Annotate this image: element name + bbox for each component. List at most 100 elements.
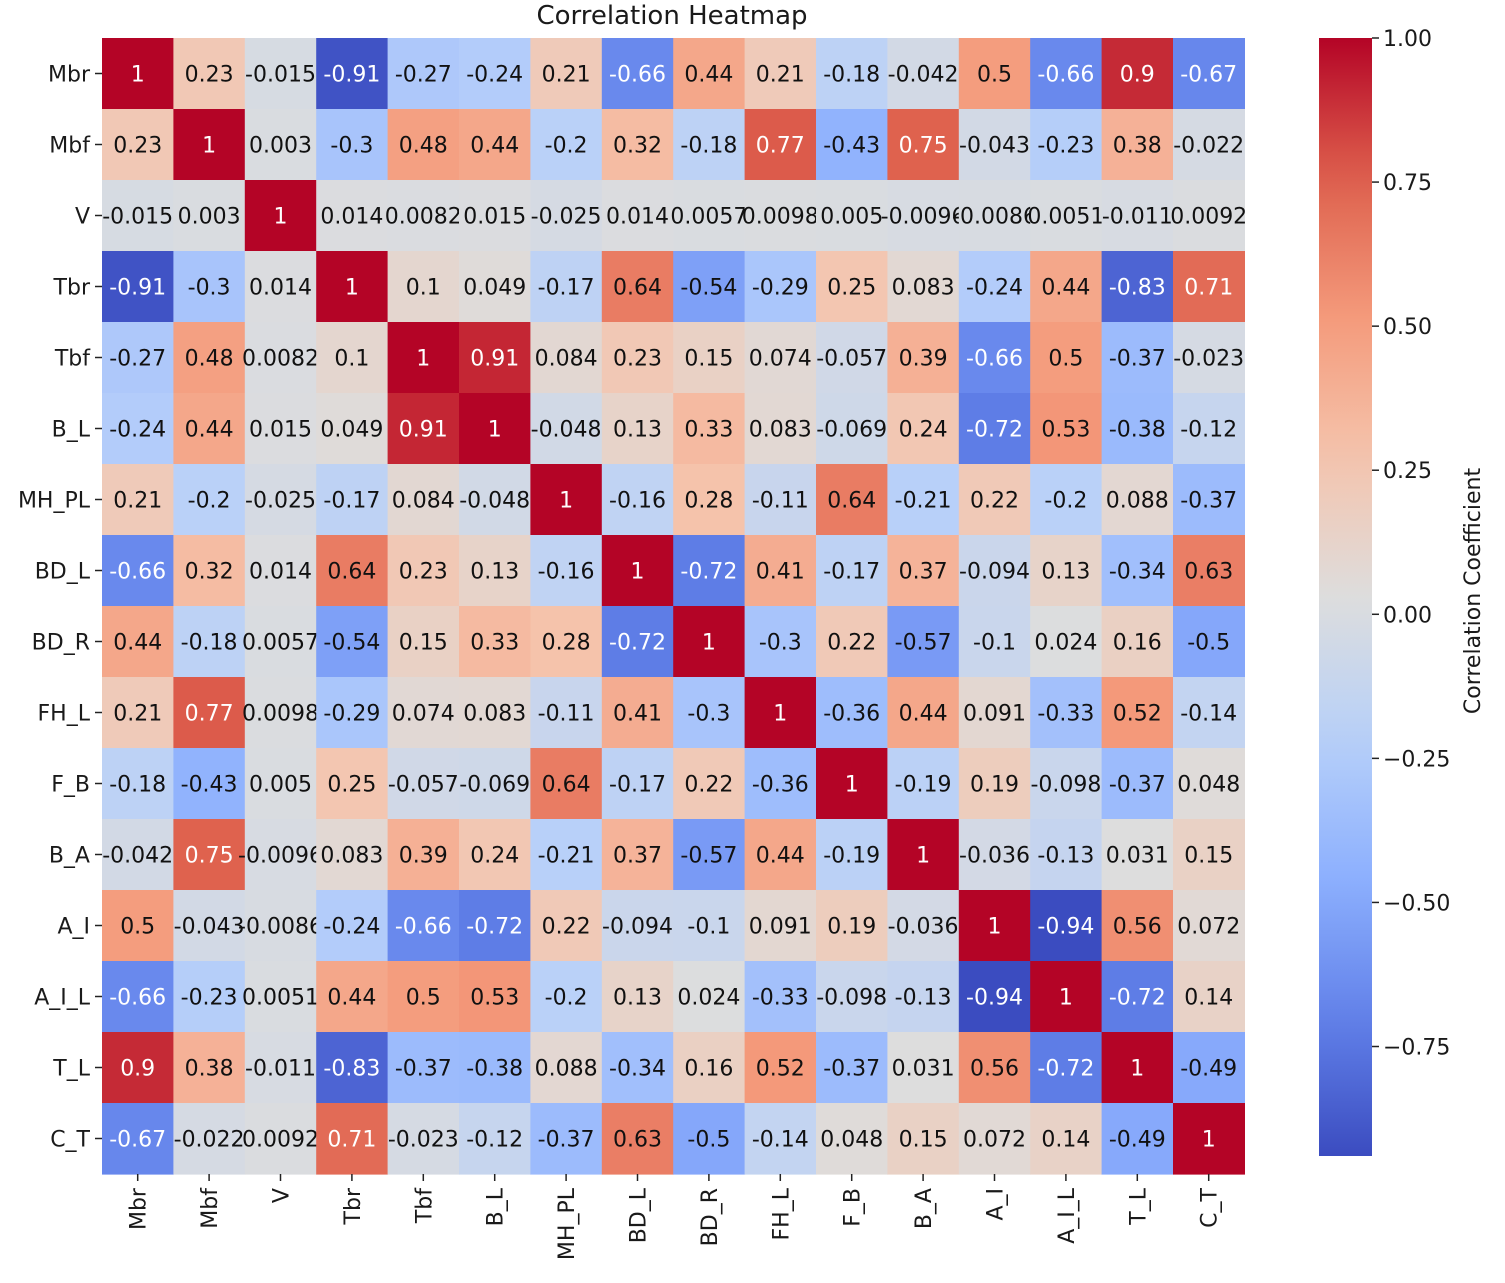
cell-value-label: 0.21 xyxy=(542,63,591,88)
heatmap-cell xyxy=(459,748,531,820)
cell-value-label: -0.37 xyxy=(395,1057,452,1082)
cell-value-label: -0.17 xyxy=(609,773,666,798)
cell-value-label: 0.091 xyxy=(749,915,812,940)
x-tick-label: V xyxy=(270,1188,295,1203)
heatmap-cell xyxy=(887,1032,960,1104)
heatmap-cell xyxy=(244,890,317,962)
cell-value-label: -0.66 xyxy=(966,347,1023,372)
cell-value-label: -0.098 xyxy=(816,986,887,1011)
cell-value-label: -0.2 xyxy=(188,489,231,514)
heatmap-cell xyxy=(673,535,746,607)
heatmap-cell xyxy=(316,109,389,181)
cell-value-label: 0.63 xyxy=(1184,560,1233,585)
heatmap-cell xyxy=(1173,1032,1245,1104)
cell-value-label: -0.72 xyxy=(1037,1057,1094,1082)
cell-value-label: 0.005 xyxy=(249,773,312,798)
cell-value-label: 0.44 xyxy=(756,844,805,869)
colorbar-tick-label: −0.75 xyxy=(1383,1036,1450,1061)
heatmap-cell xyxy=(387,180,460,252)
cell-value-label: 0.39 xyxy=(399,844,448,869)
heatmap-cell xyxy=(601,961,674,1033)
heatmap-cell xyxy=(459,251,531,323)
cell-value-label: 1 xyxy=(131,63,145,88)
heatmap-cell xyxy=(173,890,246,962)
heatmap-cell xyxy=(1030,464,1103,536)
cell-value-label: 0.64 xyxy=(542,773,591,798)
cell-value-label: -0.91 xyxy=(323,63,380,88)
heatmap-cell xyxy=(601,677,674,749)
heatmap-cell xyxy=(530,890,603,962)
cell-value-label: -0.0086 xyxy=(952,205,1037,230)
heatmap-cell xyxy=(1101,1032,1174,1104)
cell-value-label: 1 xyxy=(702,631,716,656)
heatmap-cell xyxy=(887,677,960,749)
heatmap-cell xyxy=(102,322,174,394)
cell-value-label: -0.11 xyxy=(752,489,809,514)
heatmap-cell xyxy=(316,748,389,820)
heatmap-cell xyxy=(816,819,888,891)
heatmap-cell xyxy=(816,322,888,394)
heatmap-cell xyxy=(1030,1032,1103,1104)
cell-value-label: 1 xyxy=(916,844,930,869)
heatmap-cell xyxy=(887,38,960,110)
heatmap-cell xyxy=(387,961,460,1033)
cell-value-label: 0.75 xyxy=(899,134,948,159)
cell-value-label: -0.72 xyxy=(966,418,1023,443)
heatmap-cell xyxy=(601,38,674,110)
heatmap-cell xyxy=(816,38,888,110)
cell-value-label: 0.23 xyxy=(613,347,662,372)
heatmap-cell xyxy=(316,1103,389,1175)
cell-value-label: -0.29 xyxy=(752,276,809,301)
cell-value-label: 0.031 xyxy=(892,1057,955,1082)
cell-value-label: 0.39 xyxy=(899,347,948,372)
cell-value-label: -0.23 xyxy=(181,986,238,1011)
heatmap-cell xyxy=(387,890,460,962)
y-tick-label: V xyxy=(75,205,90,230)
heatmap-cell xyxy=(1173,606,1245,678)
heatmap-cell xyxy=(244,606,317,678)
heatmap-cell xyxy=(1173,535,1245,607)
heatmap-cell xyxy=(244,961,317,1033)
cell-value-label: -0.24 xyxy=(323,915,380,940)
heatmap-cell xyxy=(244,464,317,536)
heatmap-cell xyxy=(816,180,888,252)
heatmap-cell xyxy=(316,38,389,110)
x-tick-label: A_I xyxy=(984,1188,1009,1221)
cell-value-label: 1 xyxy=(1059,986,1073,1011)
heatmap-cell xyxy=(316,251,389,323)
heatmap-cell xyxy=(387,1103,460,1175)
heatmap-cell xyxy=(244,38,317,110)
heatmap-cell xyxy=(102,38,174,110)
heatmap-cell xyxy=(387,1032,460,1104)
cell-value-label: 0.28 xyxy=(684,489,733,514)
heatmap-cell xyxy=(244,1032,317,1104)
heatmap-cell xyxy=(601,535,674,607)
heatmap-cell xyxy=(316,606,389,678)
x-tick-label: BD_L xyxy=(627,1187,652,1243)
x-tick-label: MH_PL xyxy=(555,1187,580,1260)
cell-value-label: 0.048 xyxy=(820,1128,883,1153)
heatmap-cell xyxy=(744,535,817,607)
heatmap-cell xyxy=(958,322,1031,394)
heatmap-cell xyxy=(244,677,317,749)
heatmap-cell xyxy=(958,961,1031,1033)
heatmap-cell xyxy=(459,393,531,465)
cell-value-label: 0.64 xyxy=(827,489,876,514)
cell-value-label: 0.074 xyxy=(392,702,455,727)
cell-value-label: -0.34 xyxy=(609,1057,666,1082)
cell-value-label: -0.0096 xyxy=(881,205,966,230)
cell-value-label: 0.048 xyxy=(1177,773,1240,798)
cell-value-label: 0.32 xyxy=(185,560,234,585)
cell-value-label: -0.38 xyxy=(466,1057,523,1082)
heatmap-cell xyxy=(530,393,603,465)
heatmap-cell xyxy=(459,819,531,891)
heatmap-cell xyxy=(958,1032,1031,1104)
heatmap-cell xyxy=(173,464,246,536)
heatmap-cell xyxy=(958,464,1031,536)
cell-value-label: 0.23 xyxy=(113,134,162,159)
heatmap-cell xyxy=(673,748,746,820)
heatmap-cell xyxy=(1173,251,1245,323)
cell-value-label: 0.5 xyxy=(977,63,1012,88)
cell-value-label: 0.0098 xyxy=(242,702,319,727)
heatmap-cell xyxy=(1173,961,1245,1033)
